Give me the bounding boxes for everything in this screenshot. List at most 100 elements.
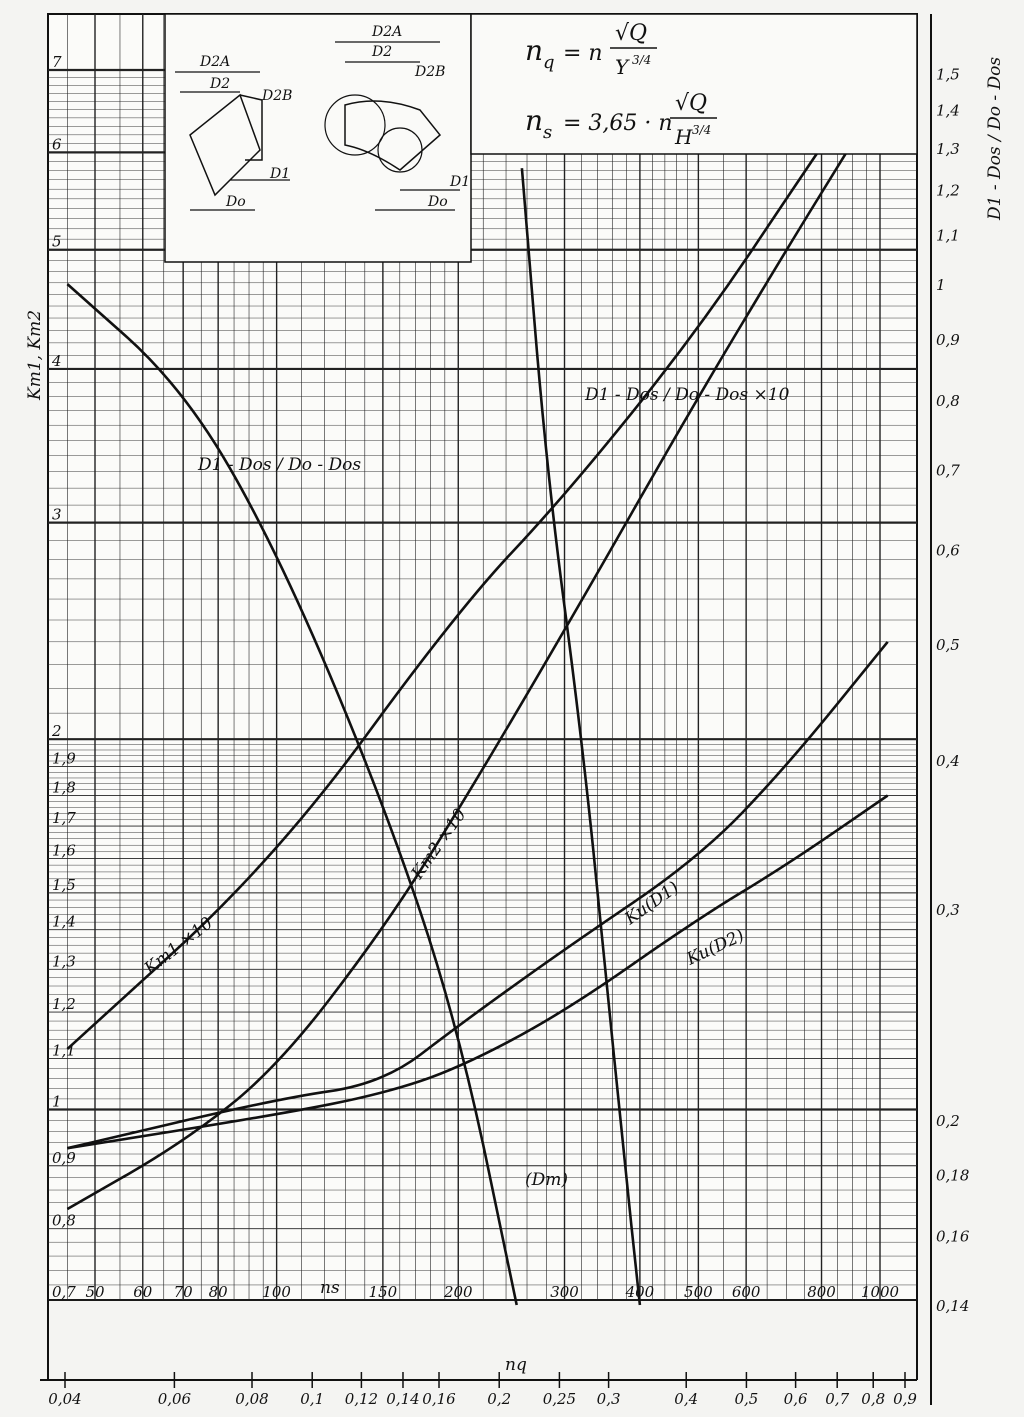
series-line-4	[66, 283, 518, 1306]
nq-tick-label: 0,08	[235, 1390, 268, 1408]
right-tick-label: 0,18	[936, 1167, 969, 1185]
nq-tick-label: 0,5	[734, 1390, 758, 1408]
nq-tick-label: 0,06	[158, 1390, 192, 1408]
left-tick-label: 1,1	[52, 1042, 76, 1060]
ns-tick-label: 400	[625, 1283, 655, 1301]
nq-tick-label: 0,2	[487, 1390, 511, 1408]
left-tick-label: 0,7	[52, 1283, 76, 1301]
ns-tick-label: 60	[133, 1283, 153, 1301]
right-tick-label: 0,2	[936, 1112, 960, 1130]
chart-curves	[66, 100, 889, 1306]
nq-tick-label: 0,4	[674, 1390, 698, 1408]
ns-tick-label: 600	[732, 1283, 761, 1301]
left-tick-label: 7	[52, 53, 62, 71]
right-tick-label: 0,7	[936, 461, 960, 479]
series-label-5: D1 - Dos / Do - Dos ×10	[584, 385, 790, 405]
left-tick-label: 1,3	[52, 952, 76, 970]
right-axis-label: D1 - Dos / Do - Dos	[985, 57, 1005, 221]
nq-tick-label: 0,7	[825, 1390, 849, 1408]
left-tick-label: 1,8	[52, 778, 76, 796]
left-tick-label: 1,5	[52, 876, 76, 894]
inset-label-left: D2B	[261, 88, 292, 104]
ns-tick-label: 1000	[861, 1283, 900, 1301]
series-line-1	[66, 151, 848, 1211]
nq-axis-label: nq	[505, 1355, 527, 1375]
nq-tick-label: 0,16	[422, 1390, 456, 1408]
inset-label-right: D2B	[414, 64, 445, 80]
ns-tick-label: 800	[807, 1283, 836, 1301]
inset-label-right: Do	[427, 194, 448, 210]
formula-nq-eq: = n	[563, 41, 603, 66]
nq-tick-label: 0,14	[386, 1390, 419, 1408]
formula-ns-den: H	[674, 125, 693, 149]
left-tick-label: 6	[52, 135, 62, 153]
right-tick-label: 0,8	[936, 392, 960, 410]
left-tick-label: 3	[52, 506, 62, 524]
series-line-3	[67, 794, 889, 1150]
left-tick-label: 1,2	[52, 995, 76, 1013]
formula-ns-eq: = 3,65 · n	[563, 111, 673, 136]
right-tick-label: 0,5	[936, 636, 960, 654]
right-tick-label: 0,16	[936, 1228, 970, 1246]
right-tick-label: 0,4	[936, 752, 960, 770]
formula-ns-exp: 3/4	[692, 123, 711, 137]
left-tick-label: 5	[52, 233, 62, 251]
left-tick-label: 1,9	[52, 750, 76, 768]
ns-tick-label: 70	[174, 1283, 194, 1301]
right-tick-label: 0,14	[936, 1297, 969, 1315]
nq-tick-label: 0,9	[893, 1390, 917, 1408]
ns-tick-label: 200	[443, 1283, 473, 1301]
nq-tick-label: 0,12	[345, 1390, 378, 1408]
left-axis-label: Km1, Km2	[25, 310, 45, 401]
inset-label-left: D2A	[199, 54, 230, 70]
nq-tick-label: 0,6	[784, 1390, 808, 1408]
right-tick-label: 0,6	[936, 541, 960, 559]
inset-label-left: D1	[269, 166, 290, 182]
ns-tick-label: 80	[209, 1283, 229, 1301]
series-label-4: D1 - Dos / Do - Dos	[197, 455, 361, 475]
nq-tick-label: 0,25	[543, 1390, 576, 1408]
nq-tick-label: 0,1	[300, 1390, 324, 1408]
formula-ns-num: √Q	[675, 91, 707, 116]
ns-tick-label: 50	[85, 1283, 105, 1301]
right-tick-label: 1,1	[936, 227, 960, 245]
ns-tick-label: 300	[550, 1283, 579, 1301]
inset-label-right: D2A	[371, 24, 402, 40]
nq-tick-label: 0,8	[861, 1390, 885, 1408]
formula-ns-lhs: n	[525, 104, 543, 137]
nq-tick-label: 0,3	[597, 1390, 621, 1408]
series-line-5	[520, 168, 642, 1306]
formula-nq-exp: 3/4	[632, 53, 651, 67]
formula-ns-sub: s	[543, 122, 552, 143]
right-tick-label: 1	[936, 276, 946, 294]
right-tick-label: 1,3	[936, 140, 960, 158]
right-tick-label: 0,3	[936, 901, 960, 919]
ns-tick-label: 100	[262, 1283, 291, 1301]
ns-tick-label: 500	[684, 1283, 713, 1301]
series-line-2	[67, 640, 889, 1150]
left-tick-label: 1,4	[52, 913, 76, 931]
inset-label-left: Do	[225, 194, 246, 210]
left-tick-label: 1	[52, 1092, 62, 1110]
left-tick-label: 2	[51, 722, 62, 740]
formula-nq-lhs: n	[525, 34, 543, 67]
left-tick-label: 4	[51, 352, 62, 370]
right-tick-label: 1,2	[936, 181, 960, 199]
left-tick-label: 1,6	[52, 841, 76, 859]
inset-label-right: D2	[371, 44, 392, 60]
left-tick-label: 0,9	[52, 1149, 76, 1167]
left-tick-label: 1,7	[52, 809, 76, 827]
inset-label-left: D2	[209, 76, 230, 92]
formula-box	[470, 13, 918, 155]
left-tick-label: 0,8	[52, 1212, 76, 1230]
formula-nq-num: √Q	[615, 21, 647, 46]
formula-nq-sub: q	[543, 52, 555, 73]
nq-tick-label: 0,04	[48, 1390, 81, 1408]
impeller-inset	[164, 13, 472, 263]
annotation-dm: (Dm)	[525, 1170, 568, 1190]
inset-label-right: D1	[449, 174, 470, 190]
right-tick-label: 1,5	[936, 66, 960, 84]
right-tick-label: 0,9	[936, 331, 960, 349]
series-line-0	[66, 100, 854, 1050]
